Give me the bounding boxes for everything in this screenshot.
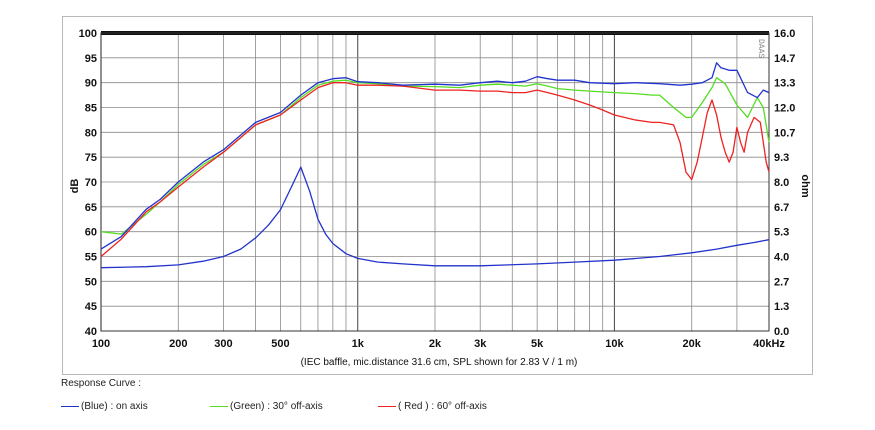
y-axis-label-left: dB [69,179,81,194]
measurement-note: (IEC baffle, mic.distance 31.6 cm, SPL s… [301,357,578,368]
x-tick-label: 1k [352,338,365,350]
y-right-tick-label: 0.0 [774,326,789,338]
x-tick-label: 5k [531,338,544,350]
series-line-0 [100,62,770,250]
legend-label-blue: (Blue) : on axis [81,401,148,412]
y-left-tick-label: 85 [85,103,97,115]
legend-item-red: ( Red ) : 60° off-axis [378,401,487,412]
y-left-tick-label: 90 [85,78,97,90]
series-line-3 [100,166,770,269]
y-left-tick-label: 70 [85,177,97,189]
y-left-tick-label: 40 [85,326,97,338]
y-right-tick-label: 9.3 [774,152,789,164]
y-right-tick-label: 1.3 [774,301,789,313]
y-axis-label-right: ohm [799,174,811,197]
y-left-tick-label: 95 [85,53,97,65]
y-left-tick-label: 65 [85,202,97,214]
x-tick-label: 3k [474,338,487,350]
chart-grid [100,31,770,332]
x-tick-label: 200 [169,338,187,350]
response-chart: 100 200 300 500 1k 2k 3k 5k 10k 20k 40kHz 40 45 50 55 6… [69,28,811,368]
x-tick-label: 300 [214,338,232,350]
x-tick-label: 500 [271,338,289,350]
y-left-tick-label: 55 [85,252,97,264]
x-tick-label: 20k [683,338,702,350]
y-right-tick-label: 5.3 [774,227,789,239]
plot-border [100,32,770,332]
y-left-tick-label: 75 [85,152,97,164]
y-right-tick-label: 4.0 [774,252,789,264]
y-right-tick-label: 10.7 [774,127,795,139]
legend-swatch-red [378,406,396,407]
x-tick-label: 40kHz [753,338,785,350]
chart-curves [100,62,770,269]
chart-ticks: 100 200 300 500 1k 2k 3k 5k 10k 20k 40kHz 40 45 50 55 6… [79,28,796,350]
x-tick-label: 100 [92,338,110,350]
y-right-tick-label: 13.3 [774,78,795,90]
y-left-tick-label: 60 [85,227,97,239]
legend-title: Response Curve : [61,378,142,389]
x-tick-label: 2k [429,338,442,350]
series-line-2 [100,82,770,257]
y-right-tick-label: 14.7 [774,53,795,65]
legend-label-red: ( Red ) : 60° off-axis [398,401,487,412]
y-left-tick-label: 100 [79,28,97,40]
y-right-tick-label: 6.7 [774,202,789,214]
legend-item-green: (Green) : 30° off-axis [210,401,323,412]
legend-label-green: (Green) : 30° off-axis [230,401,323,412]
legend-swatch-green [210,406,228,407]
y-right-tick-label: 2.7 [774,276,789,288]
y-left-tick-label: 45 [85,301,97,313]
y-left-tick-label: 50 [85,276,97,288]
x-tick-label: 10k [605,338,624,350]
y-right-tick-label: 16.0 [774,28,795,40]
chart-frame: 100 200 300 500 1k 2k 3k 5k 10k 20k 40kHz 40 45 50 55 6… [62,16,813,375]
y-right-tick-label: 12.0 [774,103,795,115]
legend-item-blue: (Blue) : on axis [61,401,148,412]
brand-watermark: DAAS [756,39,765,58]
legend-swatch-blue [61,406,79,407]
y-right-tick-label: 8.0 [774,177,789,189]
y-left-tick-label: 80 [85,127,97,139]
